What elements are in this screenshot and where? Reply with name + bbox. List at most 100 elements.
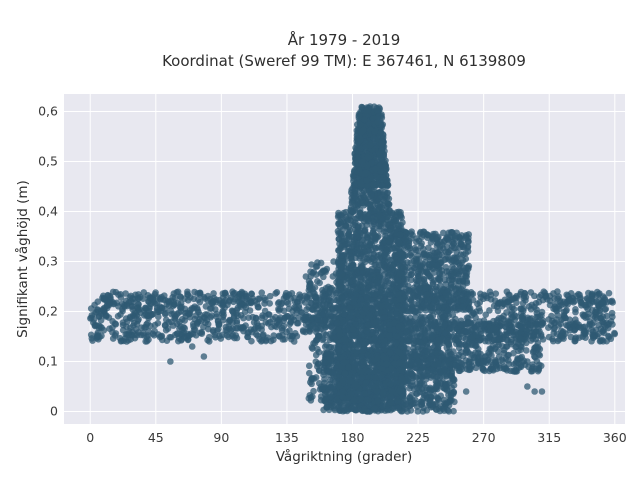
data-point: [266, 292, 274, 300]
data-point: [347, 204, 355, 211]
data-point: [609, 321, 616, 328]
data-point: [374, 118, 382, 126]
data-point: [346, 266, 354, 274]
data-point: [164, 325, 172, 332]
data-point: [535, 298, 543, 306]
data-point: [352, 215, 359, 222]
data-point: [282, 293, 290, 301]
data-point: [242, 304, 250, 311]
data-point: [364, 153, 372, 161]
data-point: [142, 304, 149, 312]
data-point: [236, 290, 244, 298]
data-point: [373, 173, 381, 181]
data-point: [111, 332, 119, 339]
data-point: [495, 300, 502, 308]
data-point: [362, 304, 370, 312]
data-point: [363, 161, 371, 169]
data-point: [351, 160, 359, 167]
data-point: [561, 314, 569, 322]
data-point: [519, 299, 527, 307]
data-point: [372, 261, 379, 268]
data-point: [349, 240, 357, 248]
data-point: [288, 290, 296, 297]
data-point: [418, 401, 426, 408]
data-point: [234, 304, 242, 312]
data-point: [379, 201, 386, 209]
data-point: [358, 374, 366, 381]
data-point: [520, 294, 527, 302]
data-point: [513, 294, 520, 301]
data-point: [133, 320, 141, 328]
data-point: [416, 388, 424, 396]
data-point: [555, 293, 563, 300]
data-point: [191, 315, 199, 323]
data-point: [351, 353, 358, 360]
data-point: [437, 392, 445, 400]
data-point: [202, 303, 210, 310]
data-point: [219, 316, 227, 324]
data-point: [350, 168, 358, 175]
data-point: [595, 321, 602, 329]
data-point: [360, 126, 367, 134]
data-point: [367, 239, 375, 246]
data-point: [385, 238, 393, 245]
data-point: [335, 220, 342, 228]
data-point: [370, 225, 378, 233]
data-point: [383, 287, 391, 295]
data-point: [364, 351, 372, 359]
data-point: [347, 377, 355, 385]
data-point: [350, 295, 358, 303]
data-point: [417, 379, 424, 387]
data-point: [234, 312, 241, 320]
data-point: [97, 316, 105, 324]
data-point: [585, 310, 592, 318]
data-point: [505, 298, 512, 306]
data-point: [155, 308, 163, 316]
data-point: [374, 397, 381, 405]
data-point: [361, 231, 369, 239]
data-point: [202, 319, 209, 327]
data-point: [357, 301, 364, 308]
data-point: [200, 293, 208, 301]
data-point: [494, 307, 502, 315]
data-point: [605, 289, 613, 297]
data-point: [600, 321, 608, 328]
data-point: [600, 300, 607, 308]
data-point: [173, 310, 181, 318]
data-point: [347, 253, 355, 261]
data-point: [378, 182, 386, 189]
data-point: [278, 300, 285, 308]
data-point: [450, 407, 457, 415]
data-point: [355, 222, 362, 229]
data-point: [412, 314, 419, 321]
data-point: [350, 405, 358, 413]
data-point: [350, 397, 358, 404]
data-point: [374, 354, 381, 362]
data-point: [357, 395, 365, 403]
data-point: [303, 293, 311, 301]
data-point: [581, 328, 588, 336]
data-point: [356, 179, 364, 187]
data-point: [337, 231, 345, 238]
data-point: [226, 296, 233, 304]
data-point: [233, 334, 241, 342]
data-point: [394, 404, 402, 412]
data-point: [240, 327, 247, 335]
data-point: [381, 257, 389, 265]
data-point: [593, 288, 601, 296]
data-point: [374, 107, 381, 114]
data-point: [409, 370, 416, 378]
data-point: [559, 329, 566, 337]
data-point: [366, 201, 374, 208]
data-point: [265, 311, 273, 318]
data-point: [342, 223, 349, 230]
data-point: [272, 313, 279, 321]
data-point: [394, 398, 401, 405]
data-point: [254, 303, 262, 311]
data-point: [176, 318, 183, 326]
data-point: [376, 152, 383, 159]
data-point: [385, 303, 393, 311]
data-point: [581, 301, 588, 309]
data-point: [286, 320, 293, 328]
